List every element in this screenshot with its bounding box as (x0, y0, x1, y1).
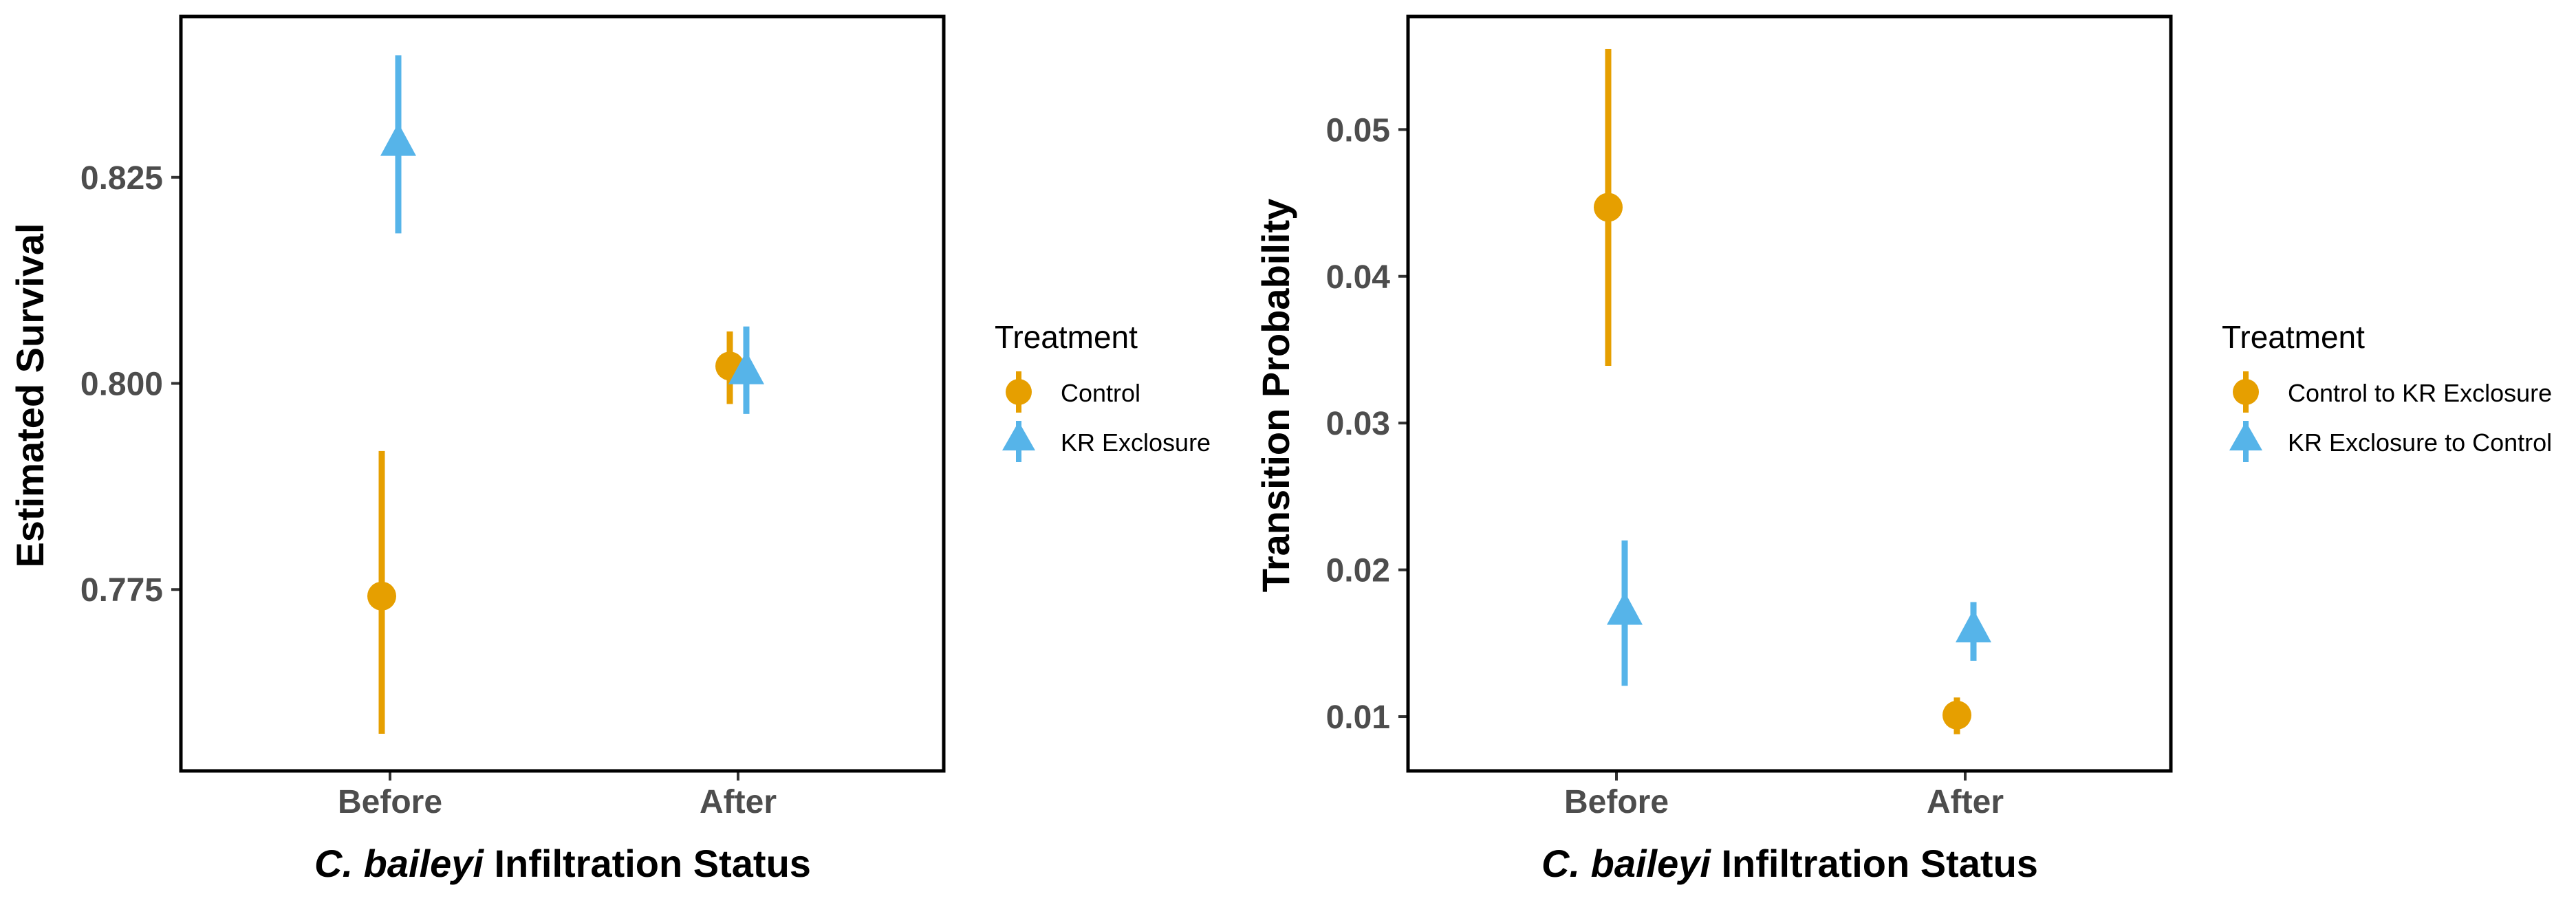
survival-point-kr-exclosure-after (728, 326, 764, 414)
transition-marker-triangle (1607, 591, 1643, 625)
transition-chart: 0.01 0.02 0.03 0.04 0.05 Before After C. bai… (1254, 14, 2173, 885)
transition-y-tick-label: 0.02 (1326, 553, 1390, 589)
survival-legend-label-kr-exclosure: KR Exclosure (1061, 428, 1211, 457)
transition-legend: Treatment Control to KR Exclosure KR Exc… (2222, 319, 2552, 462)
survival-legend-key-kr-exclosure (1002, 421, 1035, 462)
survival-marker-triangle (380, 122, 416, 156)
transition-x-tick-before: Before (1564, 784, 1669, 820)
survival-y-tick-label: 0.800 (80, 367, 163, 403)
survival-marker-triangle (728, 351, 764, 384)
transition-legend-label-kr-to-control: KR Exclosure to Control (2288, 428, 2552, 457)
survival-legend-key-control (1006, 371, 1032, 413)
survival-point-control-before (367, 450, 396, 734)
survival-legend: Treatment Control KR Exclosure (995, 319, 1211, 462)
transition-y-ticks: 0.01 0.02 0.03 0.04 0.05 (1326, 112, 1967, 781)
transition-y-tick-label: 0.01 (1326, 699, 1390, 736)
survival-point-kr-exclosure-before (380, 55, 416, 234)
transition-legend-key-control-to-kr (2233, 371, 2259, 413)
transition-legend-key-kr-to-control (2229, 421, 2262, 462)
transition-plot-border (1406, 14, 2173, 773)
transition-point-control-to-kr-exclosure-before (1594, 48, 1623, 366)
transition-point-kr-exclosure-to-control-before (1607, 540, 1643, 686)
transition-x-tick-after: After (1927, 784, 2004, 820)
survival-y-tick-label: 0.775 (80, 572, 163, 609)
transition-x-axis-title: C. baileyi Infiltration Status (1541, 842, 2038, 885)
transition-y-tick-label: 0.04 (1326, 259, 1391, 296)
survival-x-axis-title: C. baileyi Infiltration Status (314, 842, 811, 885)
survival-y-tick-label: 0.825 (80, 160, 163, 197)
transition-y-axis-title: Transition Probability (1254, 199, 1297, 593)
transition-point-control-to-kr-exclosure-after (1942, 697, 1971, 734)
transition-marker-circle (1942, 700, 1971, 730)
transition-marker-circle (1594, 193, 1623, 222)
survival-legend-label-control: Control (1061, 379, 1140, 407)
survival-x-tick-before: Before (338, 784, 442, 820)
transition-y-tick-label: 0.03 (1326, 406, 1390, 442)
survival-legend-title: Treatment (995, 319, 1138, 355)
survival-chart: 0.775 0.800 0.825 Before After C. baileyi … (8, 14, 946, 885)
transition-y-tick-label: 0.05 (1326, 112, 1390, 149)
survival-y-axis-title: Estimated Survival (8, 223, 52, 567)
survival-marks (367, 55, 764, 734)
transition-point-kr-exclosure-to-control-after (1956, 602, 1991, 661)
transition-legend-label-control-to-kr: Control to KR Exclosure (2288, 379, 2552, 407)
transition-marker-triangle (1956, 609, 1991, 643)
transition-legend-title: Treatment (2222, 319, 2365, 355)
survival-x-tick-after: After (700, 784, 777, 820)
transition-marks (1594, 48, 1991, 734)
survival-y-ticks: 0.775 0.800 0.825 (80, 160, 739, 781)
survival-marker-circle (367, 581, 396, 611)
survival-plot-border (179, 14, 946, 773)
